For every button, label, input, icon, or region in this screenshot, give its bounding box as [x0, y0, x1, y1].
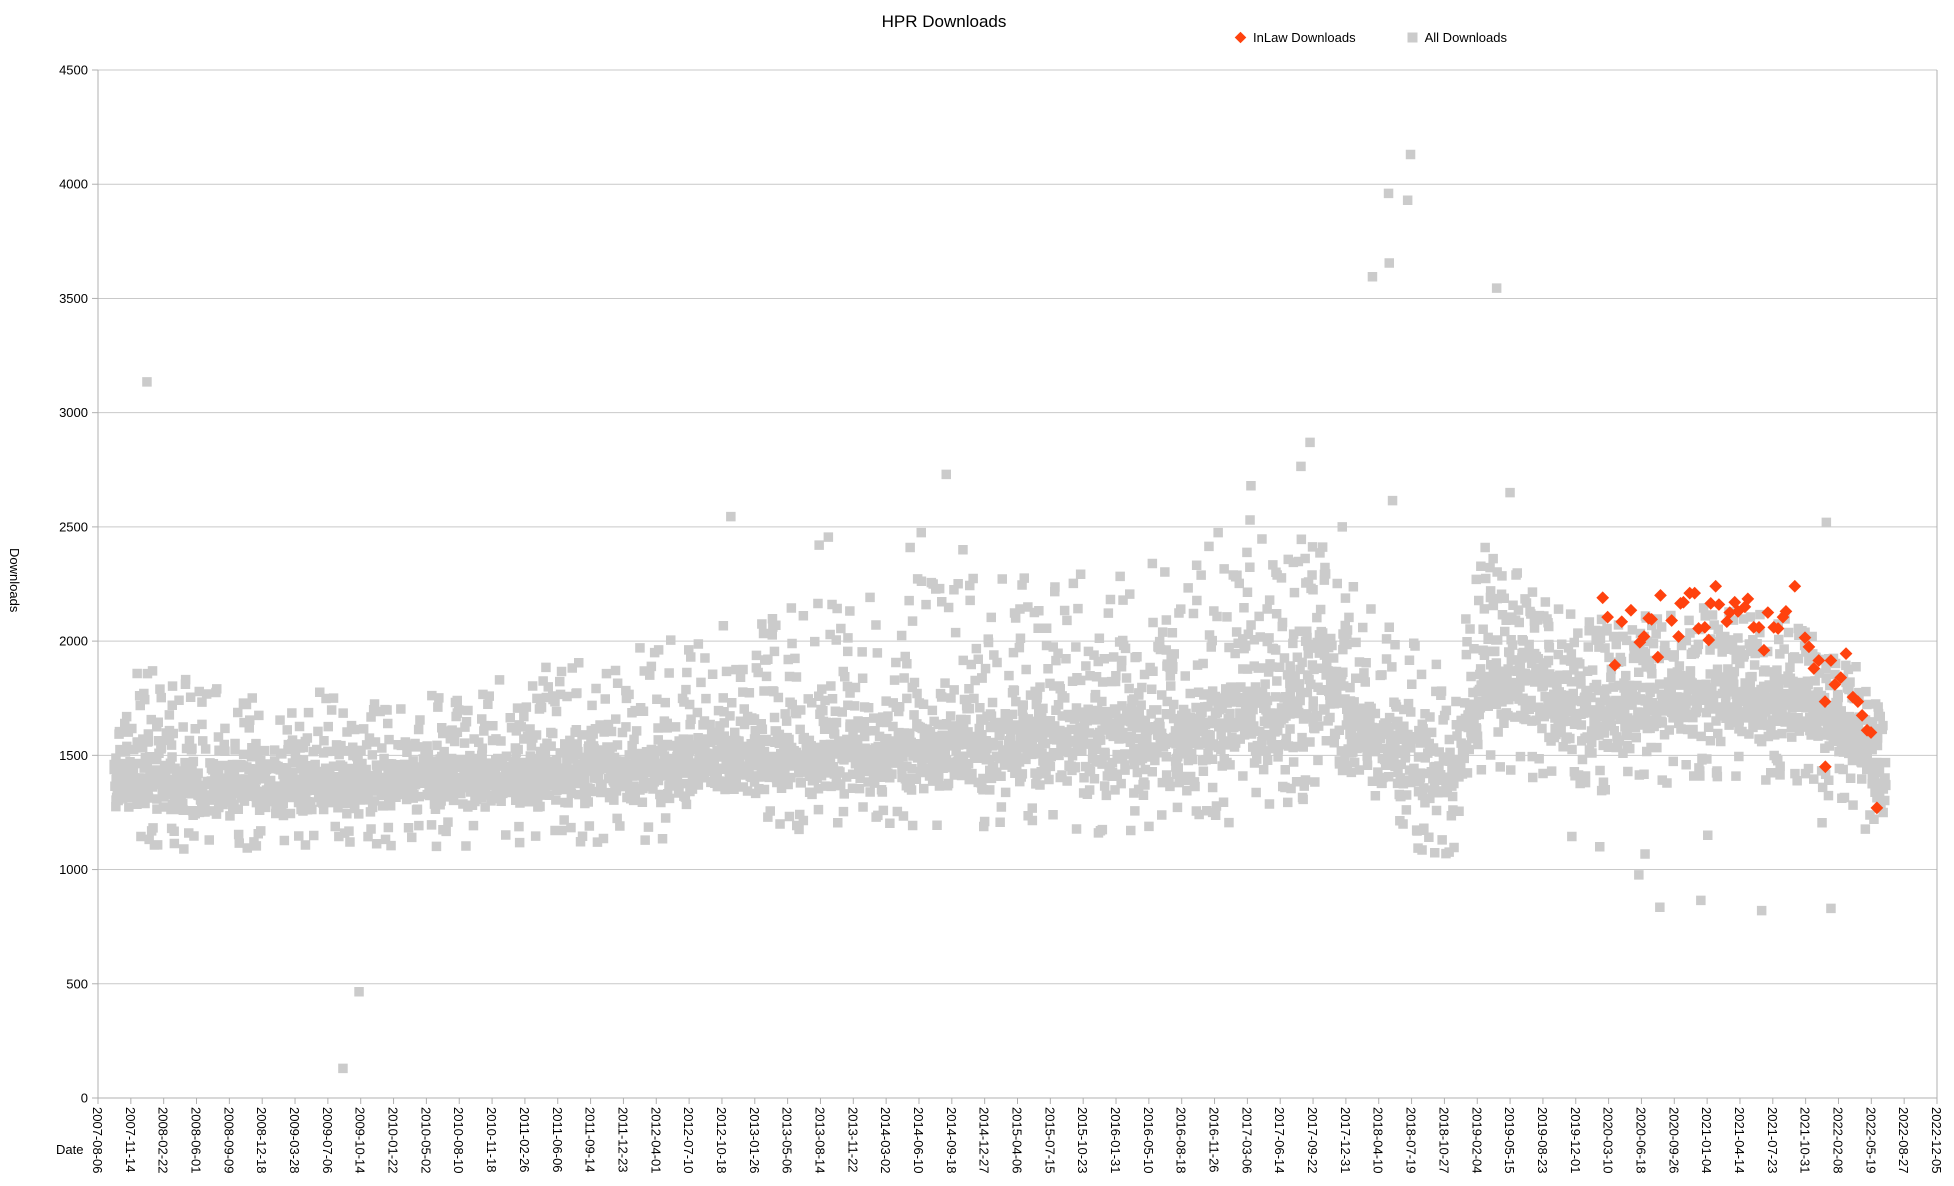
square-icon — [1407, 32, 1418, 43]
inlaw-point — [1839, 647, 1853, 661]
y-tick-label: 1000 — [59, 862, 88, 877]
x-tick-label: 2016-11-26 — [1207, 1107, 1222, 1173]
inlaw-point — [1624, 603, 1638, 617]
chart-title: HPR Downloads — [881, 12, 1007, 31]
y-tick-label: 3000 — [59, 405, 88, 420]
x-tick-label: 2011-06-06 — [550, 1107, 565, 1173]
x-tick-label: 2017-09-22 — [1305, 1107, 1320, 1174]
x-tick-label: 2018-07-19 — [1404, 1107, 1419, 1174]
x-tick-label: 2020-03-10 — [1601, 1107, 1616, 1174]
x-tick-label: 2008-02-22 — [156, 1107, 171, 1174]
y-tick-label: 0 — [81, 1091, 88, 1106]
legend: InLaw Downloads All Downloads — [1234, 30, 1507, 45]
legend-label-inlaw: InLaw Downloads — [1253, 30, 1356, 45]
x-tick-label: 2021-01-04 — [1699, 1107, 1714, 1174]
x-tick-label: 2016-01-31 — [1108, 1107, 1123, 1174]
diamond-icon — [1234, 31, 1247, 44]
x-tick-label: 2009-10-14 — [353, 1107, 368, 1174]
legend-item-all: All Downloads — [1406, 30, 1507, 45]
x-tick-label: 2013-11-22 — [845, 1107, 860, 1173]
x-tick-label: 2012-07-10 — [681, 1107, 696, 1174]
x-tick-label: 2017-12-31 — [1338, 1107, 1353, 1174]
x-tick-label: 2015-07-15 — [1042, 1107, 1057, 1174]
x-tick-label: 2019-02-04 — [1469, 1107, 1484, 1174]
inlaw-point — [1788, 579, 1802, 593]
x-tick-label: 2011-02-26 — [517, 1107, 532, 1173]
x-tick-label: 2021-07-23 — [1765, 1107, 1780, 1174]
x-tick-label: 2008-06-01 — [189, 1107, 204, 1174]
y-tick-label: 4500 — [59, 63, 88, 78]
y-tick-label: 1500 — [59, 748, 88, 763]
x-tick-label: 2017-06-14 — [1272, 1107, 1287, 1174]
x-tick-label: 2019-05-15 — [1502, 1107, 1517, 1174]
x-tick-label: 2015-10-23 — [1075, 1107, 1090, 1174]
x-tick-label: 2013-01-26 — [747, 1107, 762, 1174]
x-tick-label: 2014-12-27 — [977, 1107, 992, 1174]
x-axis-title: Date — [56, 1142, 84, 1157]
x-tick-label: 2007-11-14 — [123, 1107, 138, 1173]
x-tick-label: 2015-04-06 — [1010, 1107, 1025, 1174]
x-tick-label: 2014-06-10 — [911, 1107, 926, 1174]
x-tick-label: 2018-10-27 — [1436, 1107, 1451, 1174]
x-tick-label: 2010-01-22 — [386, 1107, 401, 1174]
y-tick-label: 500 — [66, 976, 88, 991]
x-tick-label: 2018-04-10 — [1371, 1107, 1386, 1174]
x-tick-label: 2007-08-06 — [90, 1107, 105, 1174]
x-tick-label: 2016-08-18 — [1174, 1107, 1189, 1174]
x-tick-label: 2020-06-18 — [1633, 1107, 1648, 1174]
x-tick-label: 2012-10-18 — [714, 1107, 729, 1174]
x-tick-label: 2011-12-23 — [615, 1107, 630, 1173]
y-tick-label: 2500 — [59, 519, 88, 534]
x-tick-label: 2022-12-05 — [1929, 1107, 1944, 1174]
inlaw-point — [1712, 598, 1726, 611]
y-tick-label: 2000 — [59, 634, 88, 649]
x-tick-label: 2010-11-18 — [484, 1107, 499, 1173]
x-tick-label: 2014-03-02 — [878, 1107, 893, 1174]
x-tick-label: 2012-04-01 — [648, 1107, 663, 1174]
inlaw-point — [1709, 579, 1723, 593]
x-tick-label: 2021-04-14 — [1732, 1107, 1747, 1174]
all-downloads-points — [109, 149, 1891, 1074]
x-tick-label: 2013-08-14 — [812, 1107, 827, 1174]
legend-label-all: All Downloads — [1424, 30, 1507, 45]
x-tick-label: 2017-03-06 — [1239, 1107, 1254, 1174]
y-axis-title: Downloads — [7, 548, 22, 613]
x-tick-label: 2009-07-06 — [320, 1107, 335, 1174]
legend-item-inlaw: InLaw Downloads — [1234, 30, 1356, 45]
y-tick-label: 4000 — [59, 177, 88, 192]
x-tick-label: 2010-05-02 — [418, 1107, 433, 1174]
x-tick-label: 2008-09-09 — [221, 1107, 236, 1174]
inlaw-point — [1596, 591, 1610, 605]
x-tick-label: 2021-10-31 — [1798, 1107, 1813, 1174]
x-tick-label: 2022-08-27 — [1896, 1107, 1911, 1174]
y-tick-label: 3500 — [59, 291, 88, 306]
x-tick-label: 2022-05-19 — [1863, 1107, 1878, 1174]
x-tick-label: 2016-05-10 — [1141, 1107, 1156, 1174]
x-tick-label: 2022-02-08 — [1830, 1107, 1845, 1174]
inlaw-point — [1654, 589, 1667, 602]
x-tick-label: 2013-05-06 — [780, 1107, 795, 1174]
x-tick-label: 2019-08-23 — [1535, 1107, 1550, 1174]
x-tick-label: 2009-03-28 — [287, 1107, 302, 1174]
x-tick-label: 2008-12-18 — [254, 1107, 269, 1174]
x-tick-label: 2014-09-18 — [944, 1107, 959, 1174]
x-tick-label: 2011-09-14 — [583, 1107, 598, 1173]
x-tick-label: 2020-09-26 — [1666, 1107, 1681, 1174]
x-tick-label: 2019-12-01 — [1568, 1107, 1583, 1174]
x-tick-label: 2010-08-10 — [451, 1107, 466, 1174]
